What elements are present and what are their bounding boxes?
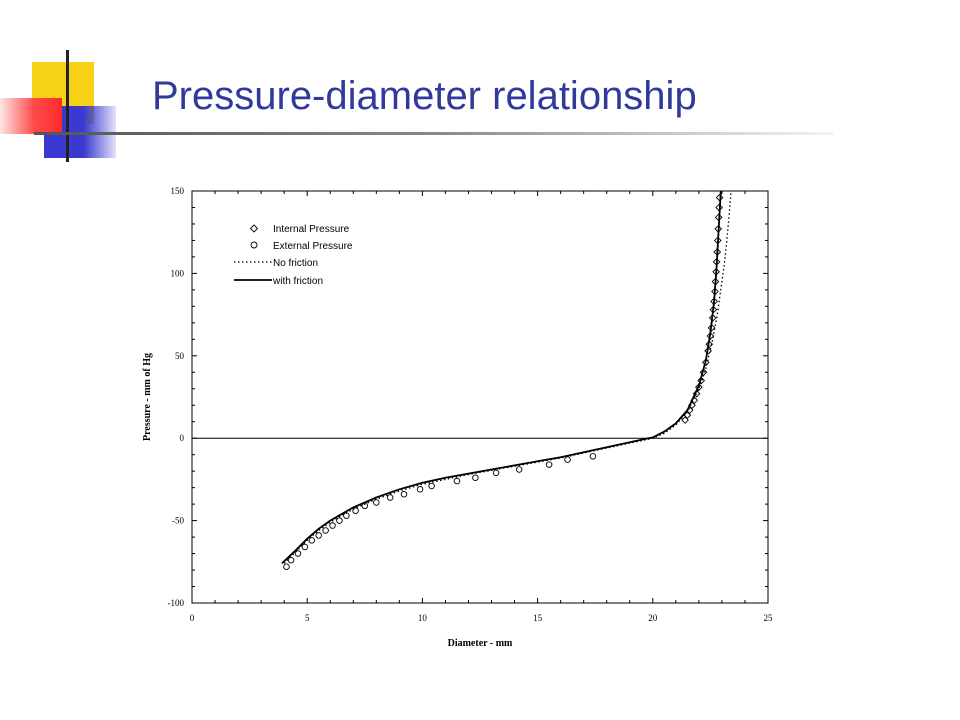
internal-pressure-point [701,358,710,367]
internal-pressure-point [708,314,717,322]
x-tick-label: 20 [648,613,658,623]
external-pressure-point [287,556,295,564]
y-tick-label: 100 [171,268,185,278]
legend-external-marker [250,241,258,249]
legend-withfriction-label: with friction [272,276,323,287]
internal-pressure-point [692,389,701,398]
external-pressure-point [492,469,500,477]
external-pressure-point [301,543,309,551]
external-pressure-point [329,522,336,529]
x-tick-label: 10 [418,613,428,623]
series-external-pressure [283,453,597,570]
series-layer [281,191,732,570]
y-tick-label: 0 [180,433,185,443]
internal-pressure-point [695,383,703,391]
slide-title: Pressure-diameter relationship [152,74,697,118]
external-pressure-point [545,461,553,468]
external-pressure-point [416,486,424,493]
y-axis-title: Pressure - mm of Hg [142,353,153,441]
external-pressure-point [322,527,329,534]
external-pressure-point [373,499,380,506]
external-pressure-point [564,456,571,463]
external-pressure-point [400,490,408,498]
external-pressure-point [352,507,359,514]
no-friction-line [283,191,732,564]
legend-internal-marker [249,224,259,233]
series-internal-pressure [681,193,724,424]
external-pressure-point [336,517,343,524]
series-no-friction [283,191,732,564]
legend-internal-label: Internal Pressure [273,224,350,235]
series-with-friction [281,191,722,565]
x-tick-label: 25 [764,613,774,623]
x-tick-label: 0 [190,613,195,623]
with-friction-line [281,191,722,565]
plot-frame [191,190,769,604]
external-pressure-point [315,532,322,539]
external-pressure-point [386,494,394,501]
external-pressure-point [472,474,479,482]
external-pressure-point [428,482,435,490]
external-pressure-point [308,537,316,544]
deco-red-square [0,98,62,134]
y-tick-label: -50 [172,516,184,526]
x-tick-label: 15 [533,613,543,623]
internal-pressure-point [706,332,715,340]
deco-horizontal-line [34,132,834,135]
y-tick-label: -100 [168,598,185,608]
internal-pressure-point [705,340,714,349]
external-pressure-point [453,477,461,485]
deco-vertical-line [66,50,69,162]
internal-pressure-point [681,416,689,424]
axis-ticks [191,190,769,604]
external-pressure-point [283,563,290,570]
internal-pressure-point [704,347,712,355]
external-pressure-point [294,550,302,557]
legend-external-label: External Pressure [273,241,353,252]
internal-pressure-point [707,323,716,332]
x-axis-title: Diameter - mm [448,638,513,649]
x-tick-label: 5 [305,613,310,623]
tick-labels: 0 5 10 15 20 25 -100 -50 0 50 100 150 [168,186,774,623]
external-pressure-point [515,466,523,473]
legend: Internal Pressure External Pressure No f… [234,224,353,287]
y-tick-label: 50 [175,351,185,361]
external-pressure-point [589,453,597,460]
y-tick-label: 150 [171,186,185,196]
internal-pressure-point [683,411,692,419]
legend-nofriction-label: No friction [273,258,318,269]
